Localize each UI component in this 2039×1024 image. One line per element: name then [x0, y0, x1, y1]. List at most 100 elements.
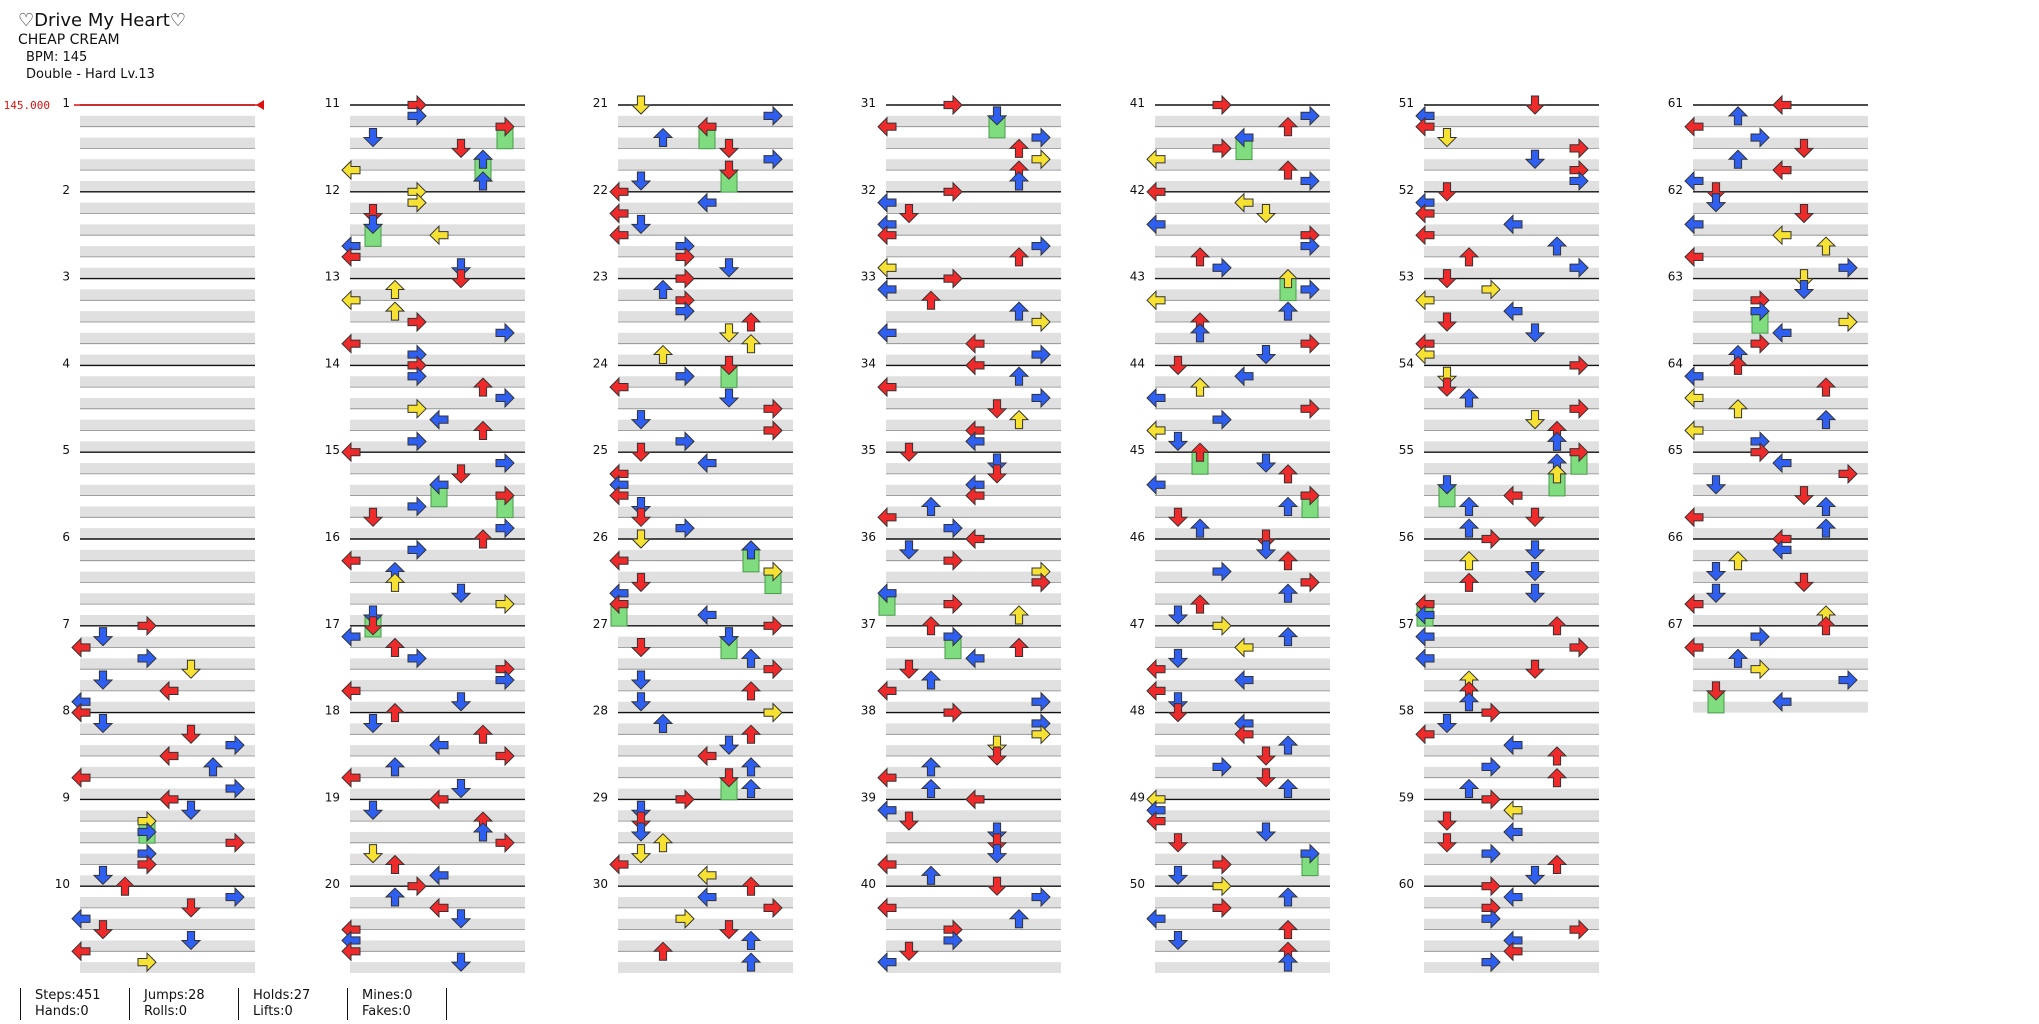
- note-down-arrow: [1436, 128, 1458, 148]
- note-left-arrow: [1234, 127, 1254, 148]
- beat-shade: [618, 723, 793, 735]
- note-up-arrow: [1189, 323, 1211, 343]
- note-left-arrow: [877, 257, 897, 278]
- note-down-arrow: [986, 822, 1008, 842]
- note-right-arrow: [1481, 951, 1501, 973]
- note-up-arrow: [1189, 442, 1211, 462]
- note-down-arrow: [180, 800, 202, 820]
- measure-number: 30: [593, 877, 608, 891]
- note-right-arrow: [495, 387, 515, 409]
- note-up-arrow: [740, 930, 762, 950]
- beat-shade: [1693, 115, 1868, 127]
- note-down-arrow: [362, 507, 384, 528]
- note-down-arrow: [630, 442, 652, 462]
- beat-shade: [80, 441, 255, 453]
- beat-shade: [1424, 593, 1599, 605]
- note-up-arrow: [1546, 616, 1568, 636]
- note-up-arrow: [1815, 409, 1837, 430]
- song-artist: CHEAP CREAM: [18, 32, 120, 48]
- beat-shade: [886, 831, 1061, 843]
- note-right-arrow: [1212, 138, 1232, 159]
- beat-shade: [886, 593, 1061, 605]
- note-up-arrow: [740, 876, 762, 896]
- measure-number: 7: [62, 617, 70, 631]
- measure-number: 48: [1130, 704, 1145, 718]
- note-up-arrow: [1546, 236, 1568, 256]
- note-right-arrow: [495, 745, 515, 767]
- beat-shade: [618, 246, 793, 257]
- beat-shade: [618, 528, 793, 539]
- beat-shade: [1424, 766, 1599, 778]
- note-right-arrow: [763, 897, 783, 919]
- note-down-arrow: [1793, 269, 1815, 289]
- note-left-arrow: [1234, 669, 1254, 691]
- note-right-arrow: [1212, 94, 1232, 116]
- note-left-arrow: [877, 192, 897, 213]
- beat-shade: [350, 593, 525, 605]
- note-down-arrow: [630, 638, 652, 658]
- measure-number: 61: [1668, 96, 1683, 110]
- measure-number: 27: [593, 617, 608, 631]
- note-right-arrow: [1212, 615, 1232, 637]
- note-right-arrow: [1300, 485, 1320, 506]
- note-left-arrow: [341, 767, 361, 788]
- note-down-arrow: [1524, 865, 1546, 886]
- stat-col-4: Mines:0 Fakes:0: [347, 988, 447, 1020]
- beat-shade: [80, 614, 255, 626]
- beat-shade: [1155, 115, 1330, 127]
- note-down-arrow: [180, 898, 202, 918]
- beat-shade: [1693, 484, 1868, 496]
- beat-shade: [80, 918, 255, 930]
- beat-shade: [1155, 332, 1330, 344]
- note-left-arrow: [1684, 366, 1704, 387]
- note-left-arrow: [697, 865, 717, 886]
- note-up-arrow: [740, 757, 762, 777]
- note-down-arrow: [362, 713, 384, 734]
- note-left-arrow: [1772, 539, 1792, 561]
- note-left-arrow: [1684, 420, 1704, 441]
- note-left-arrow: [1415, 116, 1435, 137]
- note-right-arrow: [675, 366, 695, 387]
- note-down-arrow: [1524, 507, 1546, 528]
- beat-shade: [1424, 918, 1599, 930]
- note-left-arrow: [877, 116, 897, 137]
- note-down-arrow: [986, 106, 1008, 126]
- beat-shade: [1424, 658, 1599, 670]
- note-left-arrow: [697, 604, 717, 626]
- measure-number: 36: [861, 530, 876, 544]
- note-up-arrow: [652, 833, 674, 853]
- note-left-arrow: [609, 203, 629, 224]
- note-right-arrow: [1031, 886, 1051, 908]
- note-left-arrow: [159, 789, 179, 810]
- measure-number: 44: [1130, 356, 1145, 370]
- beat-shade: [80, 267, 255, 279]
- note-down-arrow: [92, 670, 114, 690]
- note-down-arrow: [630, 507, 652, 528]
- note-left-arrow: [1503, 941, 1523, 962]
- note-left-arrow: [341, 941, 361, 962]
- note-right-arrow: [407, 539, 427, 561]
- beat-shade: [1155, 397, 1330, 409]
- note-right-arrow: [1838, 463, 1858, 485]
- stat-fakes: Fakes:0: [362, 1004, 411, 1019]
- note-up-arrow: [740, 724, 762, 744]
- note-left-arrow: [609, 376, 629, 398]
- beat-shade: [1155, 918, 1330, 930]
- beat-shade: [618, 766, 793, 778]
- note-up-arrow: [384, 757, 406, 777]
- note-right-arrow: [1481, 279, 1501, 300]
- beat-shade: [1693, 267, 1868, 279]
- measure-number: 52: [1399, 183, 1414, 197]
- note-left-arrow: [1146, 149, 1166, 170]
- note-right-arrow: [1212, 897, 1232, 919]
- note-down-arrow: [630, 529, 652, 549]
- note-up-arrow: [1277, 550, 1299, 571]
- note-up-arrow: [1008, 247, 1030, 267]
- song-bpm: BPM: 145: [26, 50, 88, 65]
- measure-number: 34: [861, 356, 876, 370]
- beat-shade: [886, 376, 1061, 388]
- stat-steps: Steps:451: [35, 988, 101, 1003]
- beat-shade: [80, 289, 255, 301]
- note-right-arrow: [1481, 843, 1501, 864]
- beat-shade: [618, 311, 793, 322]
